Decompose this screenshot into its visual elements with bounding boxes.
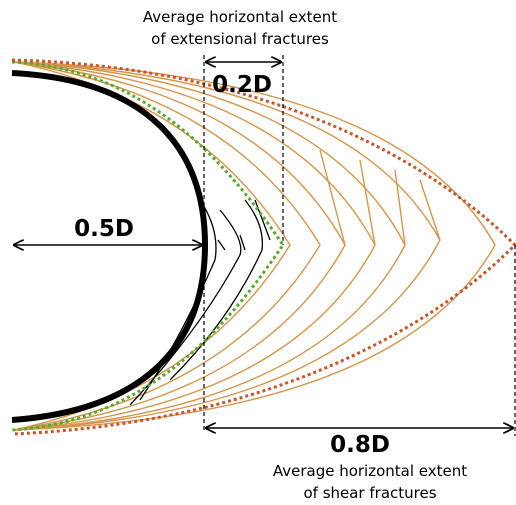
dimension-label: 0.2D: [212, 72, 272, 98]
tunnel-wall: [11, 70, 209, 423]
shear-fractures: [13, 61, 496, 431]
dimension-label: 0.5D: [74, 216, 134, 242]
caption: Average horizontal extent: [273, 462, 467, 480]
dimension-label: 0.8D: [330, 432, 390, 458]
caption: Average horizontal extent: [143, 8, 337, 26]
caption: of shear fractures: [303, 484, 436, 502]
caption: of extensional fractures: [151, 30, 329, 48]
